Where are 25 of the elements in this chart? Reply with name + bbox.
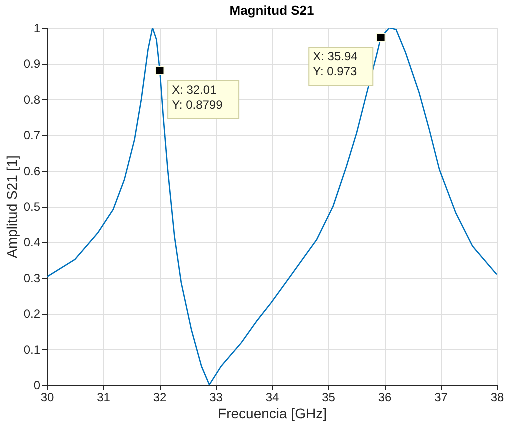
- y-tick-label: 0.2: [24, 307, 41, 322]
- x-tick-label: 35: [322, 390, 336, 404]
- y-tick-label: 0.6: [24, 164, 41, 178]
- x-tick-label: 32: [153, 390, 167, 404]
- x-tick-label: 31: [97, 390, 111, 404]
- y-tick-label: 0.5: [24, 200, 41, 214]
- x-tick-label: 38: [490, 390, 504, 404]
- y-tick-label: 0.8: [24, 92, 41, 107]
- x-tick-label: 33: [210, 390, 224, 404]
- y-tick-label: 1: [34, 22, 41, 36]
- annotation: X: 35.94 Y: 0.973: [313, 50, 358, 79]
- y-tick-label: 0.7: [24, 128, 41, 143]
- x-tick-label: 34: [266, 390, 280, 404]
- y-axis-title: Amplitud S21 [1]: [4, 156, 20, 258]
- chart-title: Magnitud S21: [230, 3, 314, 18]
- y-tick-label: 0.9: [24, 57, 41, 72]
- x-tick-label: 37: [434, 390, 448, 404]
- x-tick-label: 36: [378, 390, 392, 404]
- y-tick-label: 0.4: [24, 236, 41, 250]
- y-tick-label: 0: [34, 378, 41, 392]
- y-tick-label: 0.1: [24, 342, 41, 357]
- x-axis-title: Frecuencia [GHz]: [218, 406, 327, 422]
- annotation: X: 32.01 Y: 0.8799: [172, 82, 224, 112]
- y-tick-label: 0.3: [24, 271, 41, 286]
- x-tick-label: 30: [40, 390, 54, 404]
